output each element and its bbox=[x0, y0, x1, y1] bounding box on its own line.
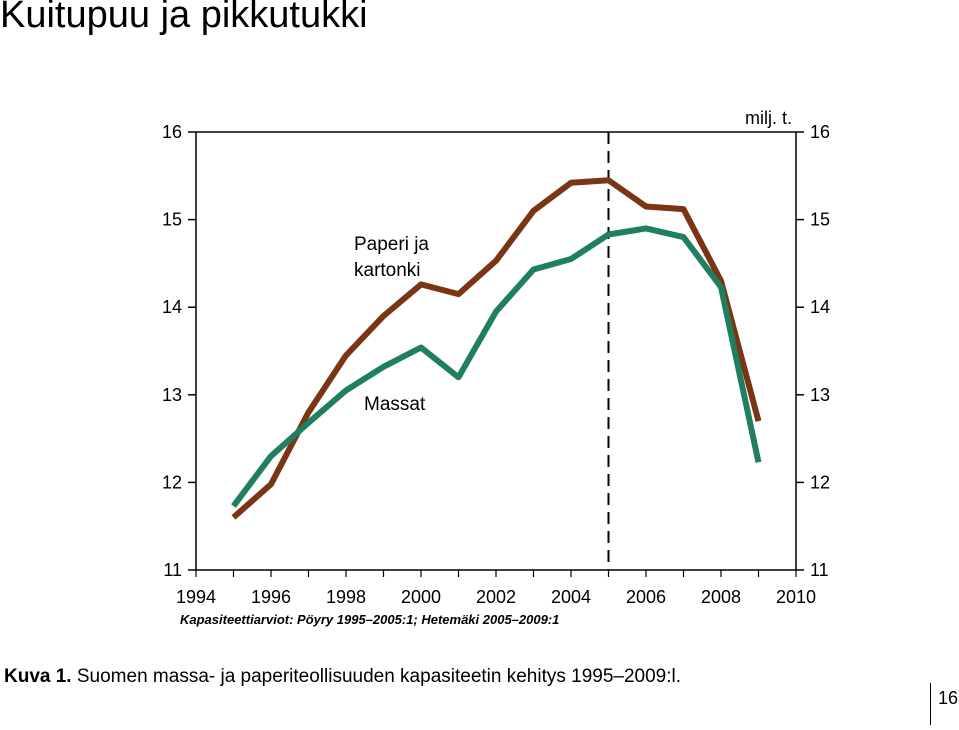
y-tick-label-left: 15 bbox=[162, 210, 182, 230]
y-unit-label: milj. t. bbox=[745, 108, 792, 128]
figure-caption: Kuva 1. Suomen massa- ja paperiteollisuu… bbox=[4, 666, 681, 688]
y-tick-label-left: 14 bbox=[162, 297, 182, 317]
series-label-paperi-line2: kartonki bbox=[354, 260, 421, 281]
source-note: Kapasiteettiarviot: Pöyry 1995–2005:1; H… bbox=[180, 612, 560, 627]
y-tick-label-right: 15 bbox=[810, 210, 830, 230]
series-line-massat bbox=[231, 225, 762, 508]
series-label-massat: Massat bbox=[364, 394, 426, 415]
x-tick-label: 2000 bbox=[401, 587, 441, 607]
slide-title: Kuitupuu ja pikkutukki bbox=[0, 0, 368, 36]
y-tick-label-right: 16 bbox=[810, 122, 830, 142]
y-tick-label-right: 12 bbox=[810, 472, 830, 492]
y-tick-label-left: 11 bbox=[163, 560, 182, 580]
page-number-divider bbox=[930, 683, 931, 725]
page-number: 16 bbox=[938, 688, 959, 708]
x-tick-label: 2006 bbox=[626, 587, 666, 607]
y-tick-label-right: 13 bbox=[810, 385, 830, 405]
x-tick-label: 1996 bbox=[251, 587, 291, 607]
x-tick-label: 2008 bbox=[701, 587, 741, 607]
x-tick-label: 1998 bbox=[326, 587, 366, 607]
caption-text: Suomen massa- ja paperiteollisuuden kapa… bbox=[71, 666, 682, 687]
y-tick-label-right: 11 bbox=[810, 560, 829, 580]
series-line-paperi-ja-kartonki bbox=[231, 177, 762, 520]
series-label-paperi-line1: Paperi ja bbox=[354, 234, 429, 255]
y-tick-label-left: 13 bbox=[162, 385, 182, 405]
x-tick-label: 2010 bbox=[776, 587, 816, 607]
x-tick-label: 2004 bbox=[551, 587, 591, 607]
y-tick-label-right: 14 bbox=[810, 297, 830, 317]
caption-prefix: Kuva 1. bbox=[4, 666, 72, 687]
label-group: 11 11 12 12 13 13 14 14 15 15 16 16 1994 1996 1998 2000… bbox=[162, 108, 830, 607]
x-tick-label: 2002 bbox=[476, 587, 516, 607]
y-tick-label-left: 12 bbox=[162, 472, 182, 492]
x-tick-label: 1994 bbox=[176, 587, 216, 607]
series-group bbox=[231, 177, 762, 520]
chart-axes bbox=[188, 131, 804, 577]
y-tick-label-left: 16 bbox=[162, 122, 182, 142]
